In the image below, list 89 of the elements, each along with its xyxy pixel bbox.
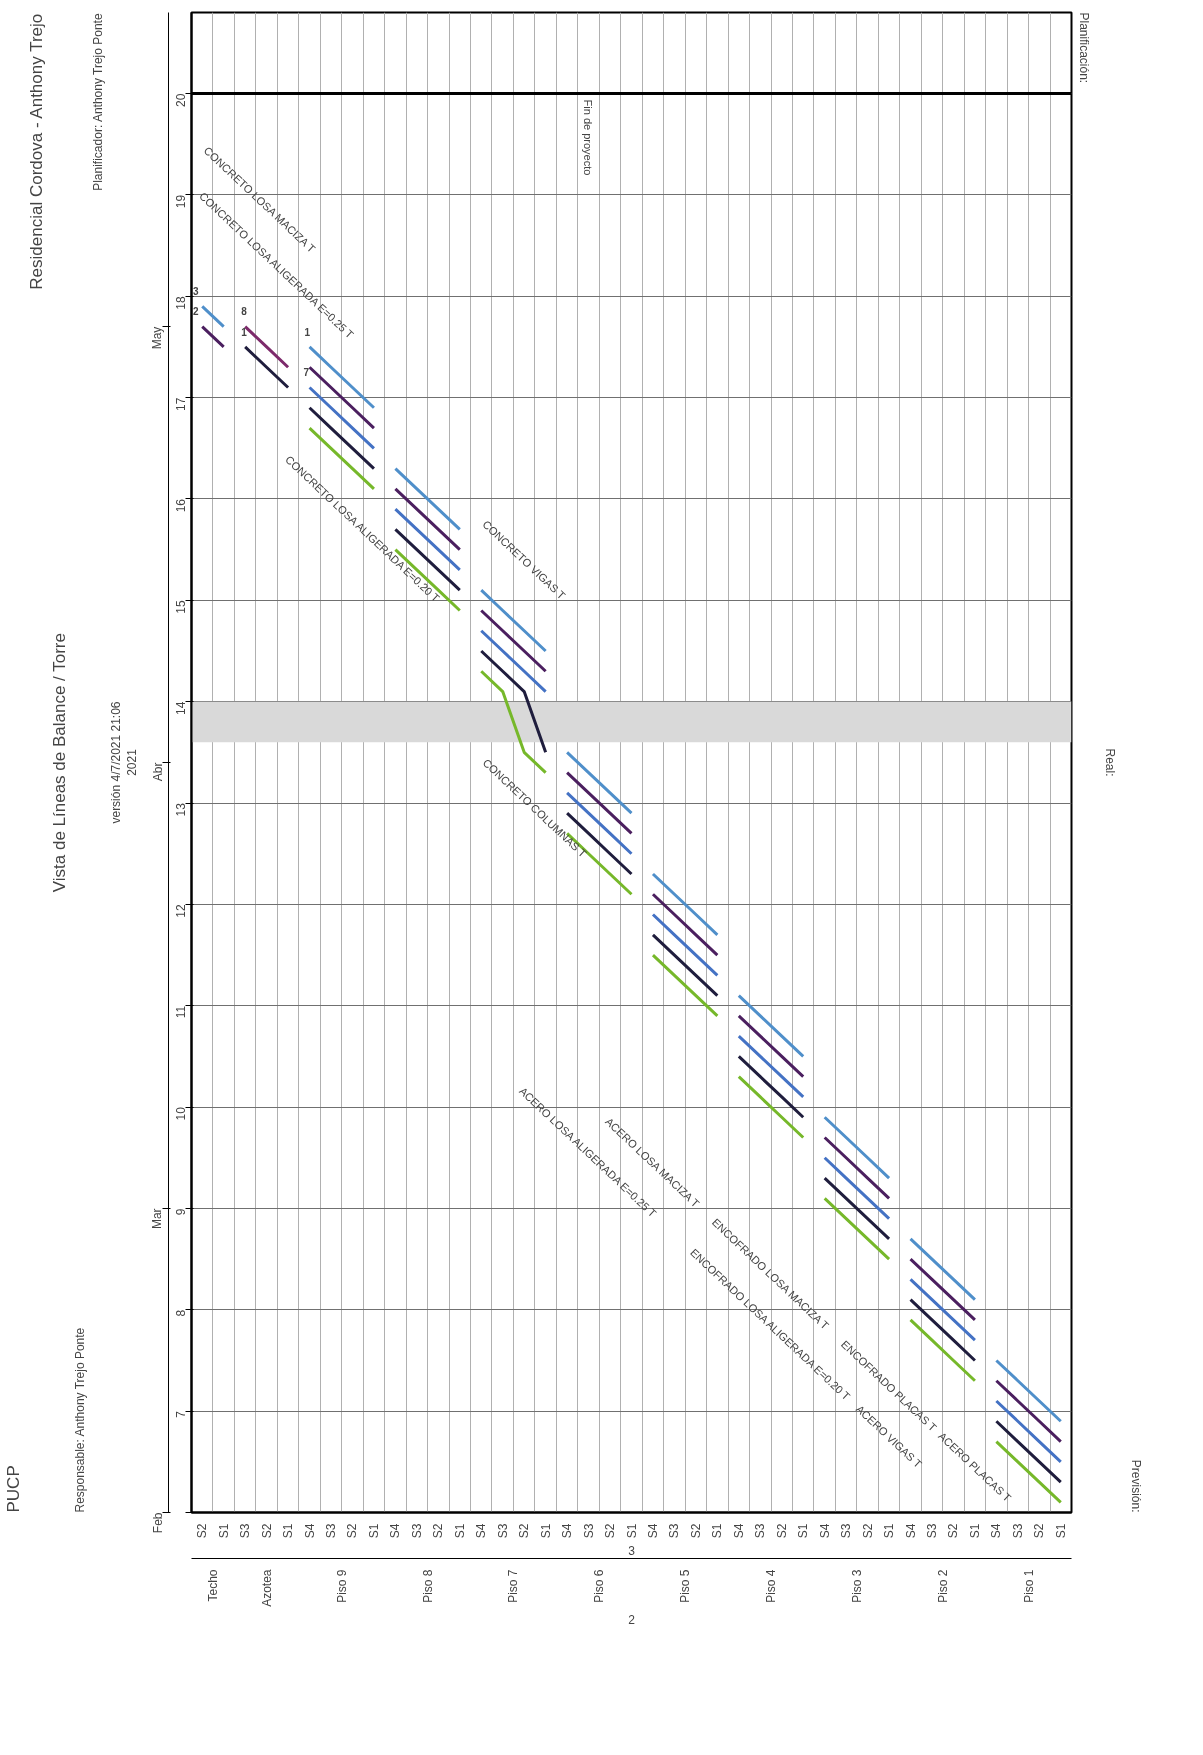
- x-tick-label: S1: [624, 1523, 639, 1539]
- text: PUCP: [3, 1465, 23, 1513]
- x-tick-label: S4: [731, 1523, 746, 1539]
- x-tick-label: S4: [989, 1523, 1004, 1539]
- y-tick-label: 10: [174, 1106, 188, 1121]
- x-tick-label: S1: [281, 1523, 296, 1539]
- text: Abr: [150, 762, 165, 782]
- text: 2: [628, 1612, 636, 1627]
- text: Techo: [205, 1569, 220, 1602]
- x-tick-label: S2: [259, 1523, 274, 1539]
- text: Feb: [150, 1512, 165, 1534]
- x-tick-label: S2: [603, 1523, 618, 1539]
- x-tick-label: S2: [431, 1523, 446, 1539]
- y-tick-label: 7: [174, 1410, 188, 1418]
- text: Planificación:: [1076, 12, 1091, 84]
- x-tick-label: S1: [967, 1523, 982, 1539]
- x-tick-label: S1: [882, 1523, 897, 1539]
- x-tick-label: S2: [774, 1523, 789, 1539]
- annotation: 2: [193, 306, 200, 318]
- x-tick-label: S3: [238, 1523, 253, 1539]
- x-tick-label: S3: [667, 1523, 682, 1539]
- text: Vista de Líneas de Balance / Torre: [49, 633, 69, 893]
- y-tick-label: 11: [174, 1005, 188, 1019]
- x-tick-label: S3: [495, 1523, 510, 1539]
- y-tick-label: 13: [174, 802, 188, 817]
- x-tick-label: S3: [924, 1523, 939, 1539]
- text: Piso 2: [935, 1569, 950, 1603]
- text: May: [150, 326, 165, 350]
- x-tick-label: S4: [388, 1523, 403, 1539]
- text: 2021: [124, 748, 139, 776]
- x-tick-label: S2: [345, 1523, 360, 1539]
- text: Mar: [150, 1208, 165, 1230]
- text: versión 4/7/2021 21:06: [108, 701, 123, 824]
- text: Piso 6: [592, 1569, 607, 1603]
- annotation: 3: [193, 286, 200, 298]
- x-tick-label: S1: [366, 1523, 381, 1539]
- x-tick-label: S3: [839, 1523, 854, 1539]
- x-tick-label: S1: [710, 1523, 725, 1539]
- annotation: 8: [241, 306, 248, 318]
- x-tick-label: S1: [216, 1523, 231, 1539]
- text: 3: [628, 1544, 636, 1559]
- y-tick-label: 15: [174, 600, 188, 614]
- y-tick-label: 20: [174, 93, 188, 107]
- text: Previsión:: [1128, 1459, 1143, 1513]
- text: Responsable: Anthony Trejo Ponte: [72, 1327, 87, 1513]
- x-tick-label: S1: [538, 1523, 553, 1539]
- text: Piso 5: [678, 1569, 693, 1603]
- y-tick-label: 8: [174, 1309, 188, 1317]
- x-tick-label: S4: [474, 1523, 489, 1539]
- x-tick-label: S2: [946, 1523, 961, 1539]
- text: Piso 3: [849, 1569, 864, 1603]
- text: Residencial Cordova - Anthony Trejo: [26, 13, 46, 290]
- x-tick-label: S3: [1010, 1523, 1025, 1539]
- text: Piso 4: [764, 1569, 779, 1603]
- x-tick-label: S4: [560, 1523, 575, 1539]
- text: Piso 1: [1021, 1569, 1036, 1603]
- x-tick-label: S2: [1032, 1523, 1047, 1539]
- x-tick-label: S4: [302, 1523, 317, 1539]
- y-tick-label: 14: [174, 701, 188, 716]
- y-tick-label: 9: [174, 1208, 188, 1216]
- text: Piso 9: [334, 1569, 349, 1603]
- x-tick-label: S2: [860, 1523, 875, 1539]
- y-tick-label: 16: [174, 498, 188, 513]
- text: Piso 7: [506, 1569, 521, 1603]
- ref-line-label: Fin de proyecto: [581, 99, 594, 176]
- x-tick-label: S3: [324, 1523, 339, 1539]
- x-tick-label: S1: [452, 1523, 467, 1539]
- x-tick-label: S1: [796, 1523, 811, 1539]
- x-tick-label: S2: [517, 1523, 532, 1539]
- y-tick-label: 12: [174, 904, 188, 918]
- annotation: 1: [304, 326, 311, 338]
- text: Piso 8: [420, 1569, 435, 1603]
- text: Azotea: [259, 1569, 274, 1607]
- x-tick-label: S2: [688, 1523, 703, 1539]
- annotation: 7: [303, 367, 310, 379]
- x-tick-label: S1: [1053, 1523, 1068, 1539]
- x-tick-label: S3: [581, 1523, 596, 1539]
- text: Real:: [1102, 748, 1117, 777]
- y-tick-label: 19: [174, 194, 188, 209]
- annotation: 1: [241, 326, 248, 338]
- y-tick-label: 17: [174, 397, 188, 411]
- y-tick-label: 18: [174, 295, 188, 310]
- x-tick-label: S3: [753, 1523, 768, 1539]
- x-tick-label: S2: [195, 1523, 210, 1539]
- x-tick-label: S4: [903, 1523, 918, 1539]
- x-tick-label: S4: [645, 1523, 660, 1539]
- x-tick-label: S4: [817, 1523, 832, 1539]
- text: Planificador: Anthony Trejo Ponte: [90, 13, 105, 191]
- x-tick-label: S3: [409, 1523, 424, 1539]
